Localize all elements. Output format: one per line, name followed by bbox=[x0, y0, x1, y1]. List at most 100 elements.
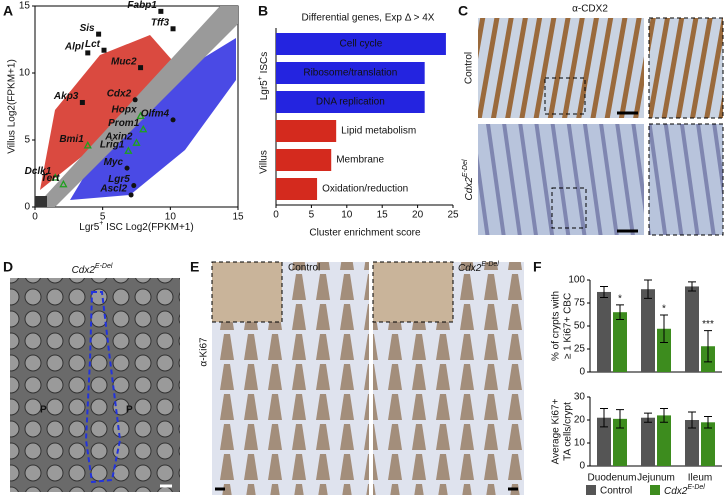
em-image bbox=[10, 278, 180, 492]
x-axis-label-part: ISC Log2(FPKM+1) bbox=[103, 222, 193, 233]
gene-point bbox=[170, 117, 176, 123]
bar bbox=[685, 420, 699, 466]
paneth-label: P bbox=[40, 405, 47, 416]
panel-letter: B bbox=[258, 3, 268, 19]
panel-title: α-CDX2 bbox=[572, 4, 608, 15]
inset-image bbox=[648, 123, 724, 236]
x-tick-label: 10 bbox=[165, 212, 177, 223]
x-tick-label: 15 bbox=[377, 210, 389, 221]
y-tick-label: 100 bbox=[568, 275, 585, 286]
significance: * bbox=[662, 304, 666, 315]
gene-point bbox=[59, 179, 68, 188]
bar-label: Ribosome/translation bbox=[303, 68, 397, 79]
bar bbox=[701, 422, 715, 466]
y-tick-label: 25 bbox=[574, 344, 586, 355]
group-label-part: ISCs bbox=[259, 52, 270, 76]
inset-box bbox=[544, 77, 586, 115]
error-bar bbox=[660, 408, 668, 423]
image-label-part: Cdx2 bbox=[458, 263, 482, 274]
bar bbox=[613, 312, 627, 372]
gene-point bbox=[85, 50, 91, 56]
group-label: Villus bbox=[259, 150, 270, 174]
bar-label: DNA replication bbox=[316, 97, 385, 108]
gene-label: Muc2 bbox=[111, 56, 137, 67]
gene-point bbox=[51, 173, 60, 181]
y-tick-label: 0 bbox=[579, 461, 585, 472]
gene-point bbox=[128, 192, 134, 198]
gene-label: Dclk1 bbox=[25, 166, 52, 177]
x-axis-label-part: + bbox=[99, 220, 103, 227]
error-bar bbox=[616, 304, 624, 321]
error-bar bbox=[600, 285, 608, 298]
row-label: Cdx2E-Del bbox=[462, 159, 474, 200]
gene-point bbox=[131, 183, 137, 189]
down-cloud bbox=[70, 38, 236, 200]
x-tick-label: 20 bbox=[412, 210, 424, 221]
y-tick-label: 0 bbox=[579, 367, 585, 378]
x-tick-label: 0 bbox=[273, 210, 279, 221]
gene-label: Ascl2 bbox=[99, 184, 127, 195]
gene-label: Myc bbox=[104, 157, 124, 168]
up-cloud bbox=[40, 35, 172, 190]
image-label-part: E-Del bbox=[481, 261, 499, 268]
bar bbox=[613, 418, 627, 466]
y-tick-label: 0 bbox=[24, 202, 30, 213]
y-axis-label: TA cells/crypt bbox=[563, 402, 574, 461]
x-axis-label: Cluster enrichment score bbox=[309, 228, 421, 239]
bar bbox=[641, 289, 655, 372]
y-axis-label: Average Ki67+ bbox=[551, 398, 562, 464]
error-bar bbox=[644, 279, 652, 299]
gene-point bbox=[136, 111, 145, 120]
y-tick-label: 30 bbox=[574, 392, 586, 403]
error-bar bbox=[704, 416, 712, 429]
panel-letter: C bbox=[458, 3, 468, 19]
group-label-part: + bbox=[257, 76, 264, 80]
image-label: Control bbox=[288, 263, 320, 274]
bar bbox=[276, 149, 332, 171]
legend-swatch bbox=[586, 485, 596, 495]
gene-point bbox=[170, 26, 176, 32]
x-tick-label: 10 bbox=[341, 210, 353, 221]
bar bbox=[641, 417, 655, 466]
gene-label: Alpl bbox=[64, 42, 84, 53]
gene-point bbox=[138, 65, 144, 71]
y-tick-label: 10 bbox=[574, 438, 586, 449]
gene-point bbox=[96, 31, 102, 37]
bar-label: Lipid metabolism bbox=[341, 126, 416, 137]
gene-label: Akp3 bbox=[53, 91, 79, 102]
group-label: Lgr5+ ISCs bbox=[257, 52, 269, 101]
x-tick-label: 25 bbox=[447, 210, 459, 221]
bar bbox=[276, 62, 425, 84]
bar-label: Cell cycle bbox=[340, 39, 383, 50]
bar-label: Membrane bbox=[336, 155, 384, 166]
bar bbox=[276, 33, 446, 55]
gene-point bbox=[132, 138, 141, 146]
x-tick-label: 5 bbox=[309, 210, 315, 221]
chart-title: Differential genes, Exp Δ > 4X bbox=[302, 13, 435, 24]
y-tick-label: 5 bbox=[24, 135, 30, 146]
y-axis-label: ≥ 1 Ki67+ CBC bbox=[563, 293, 574, 359]
bar bbox=[276, 120, 337, 142]
inset-image bbox=[211, 261, 283, 323]
bar bbox=[657, 415, 671, 466]
gene-label: Sis bbox=[80, 23, 95, 34]
row-label-part: Cdx2 bbox=[464, 177, 475, 201]
bar bbox=[597, 417, 611, 466]
gene-label: Lct bbox=[85, 39, 101, 50]
image-label: Cdx2E-Del bbox=[458, 261, 499, 273]
gene-label: Hopx bbox=[112, 105, 137, 116]
bar bbox=[276, 178, 318, 200]
row-label: Control bbox=[464, 52, 475, 84]
gene-label: Tert bbox=[41, 173, 60, 184]
x-axis-label: Lgr5+ ISC Log2(FPKM+1) bbox=[79, 220, 193, 232]
legend-swatch bbox=[650, 485, 660, 495]
y-tick-label: 15 bbox=[19, 1, 31, 12]
gene-label: Tff3 bbox=[151, 17, 170, 28]
error-bar bbox=[644, 412, 652, 423]
y-axis-label: % of crypts with bbox=[551, 291, 562, 361]
legend-label: Cdx2E-Del bbox=[664, 484, 705, 496]
bar bbox=[276, 91, 425, 113]
gene-label: Lgr5 bbox=[108, 174, 130, 185]
panel-letter: F bbox=[533, 259, 542, 275]
